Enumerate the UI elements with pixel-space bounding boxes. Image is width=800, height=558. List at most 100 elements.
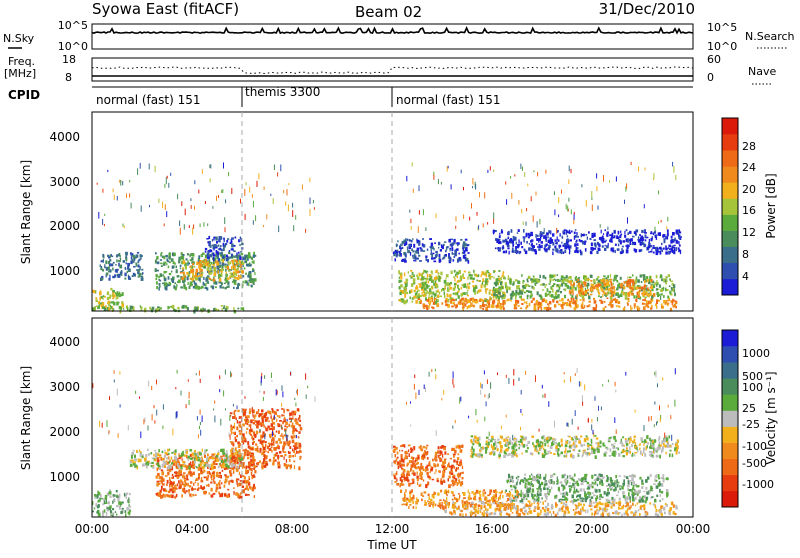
range-gate-cell	[110, 513, 113, 515]
range-gate-cell	[249, 486, 251, 489]
range-gate-cell	[203, 222, 204, 227]
range-gate-cell	[198, 487, 199, 490]
range-gate-cell	[617, 248, 620, 251]
range-gate-cell	[431, 286, 433, 288]
range-gate-cell	[205, 248, 207, 250]
range-gate-cell	[575, 229, 577, 231]
range-gate-cell	[174, 472, 176, 474]
range-gate-cell	[125, 252, 128, 256]
range-gate-cell	[550, 230, 551, 234]
range-gate-cell	[527, 295, 529, 297]
range-gate-cell	[259, 415, 261, 417]
range-gate-cell	[628, 300, 630, 302]
range-gate-cell	[519, 251, 521, 254]
range-gate-cell	[197, 483, 198, 487]
range-gate-cell	[410, 219, 411, 223]
range-gate-cell	[219, 463, 221, 465]
range-gate-cell	[498, 240, 500, 244]
range-gate-cell	[615, 278, 617, 281]
range-gate-cell	[473, 493, 476, 495]
range-gate-cell	[184, 484, 186, 487]
range-gate-cell	[231, 266, 233, 269]
range-gate-cell	[649, 239, 650, 243]
range-gate-cell	[676, 240, 679, 244]
range-gate-cell	[191, 257, 193, 261]
range-gate-cell	[239, 260, 241, 263]
range-gate-cell	[237, 420, 238, 424]
range-gate-cell	[212, 474, 215, 478]
range-gate-cell	[584, 277, 586, 280]
range-gate-cell	[576, 281, 577, 283]
range-gate-cell	[165, 271, 167, 273]
range-gate-cell	[176, 458, 178, 462]
range-gate-cell	[124, 278, 126, 280]
range-gate-cell	[410, 448, 412, 451]
range-gate-cell	[402, 464, 405, 467]
range-gate-cell	[104, 214, 105, 216]
range-gate-cell	[418, 283, 420, 285]
range-gate-cell	[544, 228, 545, 234]
range-gate-cell	[208, 484, 209, 487]
range-gate-cell	[237, 479, 239, 481]
range-gate-cell	[249, 271, 251, 274]
range-gate-cell	[478, 504, 481, 507]
range-gate-cell	[219, 472, 221, 474]
range-gate-cell	[437, 478, 439, 480]
range-gate-cell	[475, 184, 476, 190]
range-gate-cell	[577, 236, 580, 238]
range-gate-cell	[466, 292, 467, 295]
range-gate-cell	[546, 248, 548, 251]
range-gate-cell	[284, 463, 286, 466]
range-gate-cell	[123, 260, 126, 263]
range-gate-cell	[440, 478, 442, 480]
range-gate-cell	[453, 299, 456, 301]
range-gate-cell	[138, 269, 140, 271]
range-gate-cell	[210, 475, 212, 479]
range-gate-cell	[628, 284, 630, 287]
range-gate-cell	[574, 307, 577, 310]
range-gate-cell	[650, 276, 651, 280]
range-gate-cell	[564, 277, 566, 279]
range-gate-cell	[181, 201, 182, 206]
range-gate-cell	[571, 231, 573, 233]
range-gate-cell	[556, 242, 557, 244]
range-gate-cell	[504, 300, 505, 302]
range-gate-cell	[171, 457, 173, 460]
range-gate-cell	[212, 286, 214, 290]
range-gate-cell	[169, 273, 171, 275]
range-gate-cell	[526, 233, 527, 236]
range-gate-cell	[107, 507, 109, 509]
range-gate-cell	[245, 214, 246, 220]
range-gate-cell	[611, 235, 613, 238]
range-gate-cell	[255, 424, 258, 426]
range-gate-cell	[194, 488, 197, 490]
colorbar-swatch	[722, 182, 738, 198]
range-gate-cell	[212, 264, 215, 266]
range-gate-cell	[401, 454, 403, 458]
range-gate-cell	[437, 493, 439, 496]
range-gate-cell	[561, 307, 563, 310]
range-gate-cell	[167, 449, 169, 452]
range-gate-cell	[665, 248, 668, 251]
range-gate-cell	[397, 457, 399, 459]
range-gate-cell	[151, 465, 153, 467]
range-gate-cell	[452, 252, 453, 255]
range-gate-cell	[142, 463, 145, 466]
range-gate-cell	[472, 178, 473, 185]
range-gate-cell	[617, 299, 618, 303]
range-gate-cell	[463, 252, 465, 254]
range-gate-cell	[620, 251, 623, 254]
range-gate-cell	[413, 250, 415, 252]
range-gate-cell	[271, 423, 273, 427]
range-gate-cell	[406, 477, 409, 481]
range-gate-cell	[513, 250, 515, 253]
range-gate-cell	[244, 261, 246, 263]
range-gate-cell	[448, 505, 449, 508]
range-gate-cell	[611, 300, 613, 303]
range-gate-cell	[397, 452, 399, 455]
range-gate-cell	[237, 410, 239, 412]
range-gate-cell	[203, 283, 205, 286]
range-gate-cell	[204, 308, 206, 310]
range-gate-cell	[163, 256, 165, 260]
range-gate-cell	[524, 302, 526, 304]
